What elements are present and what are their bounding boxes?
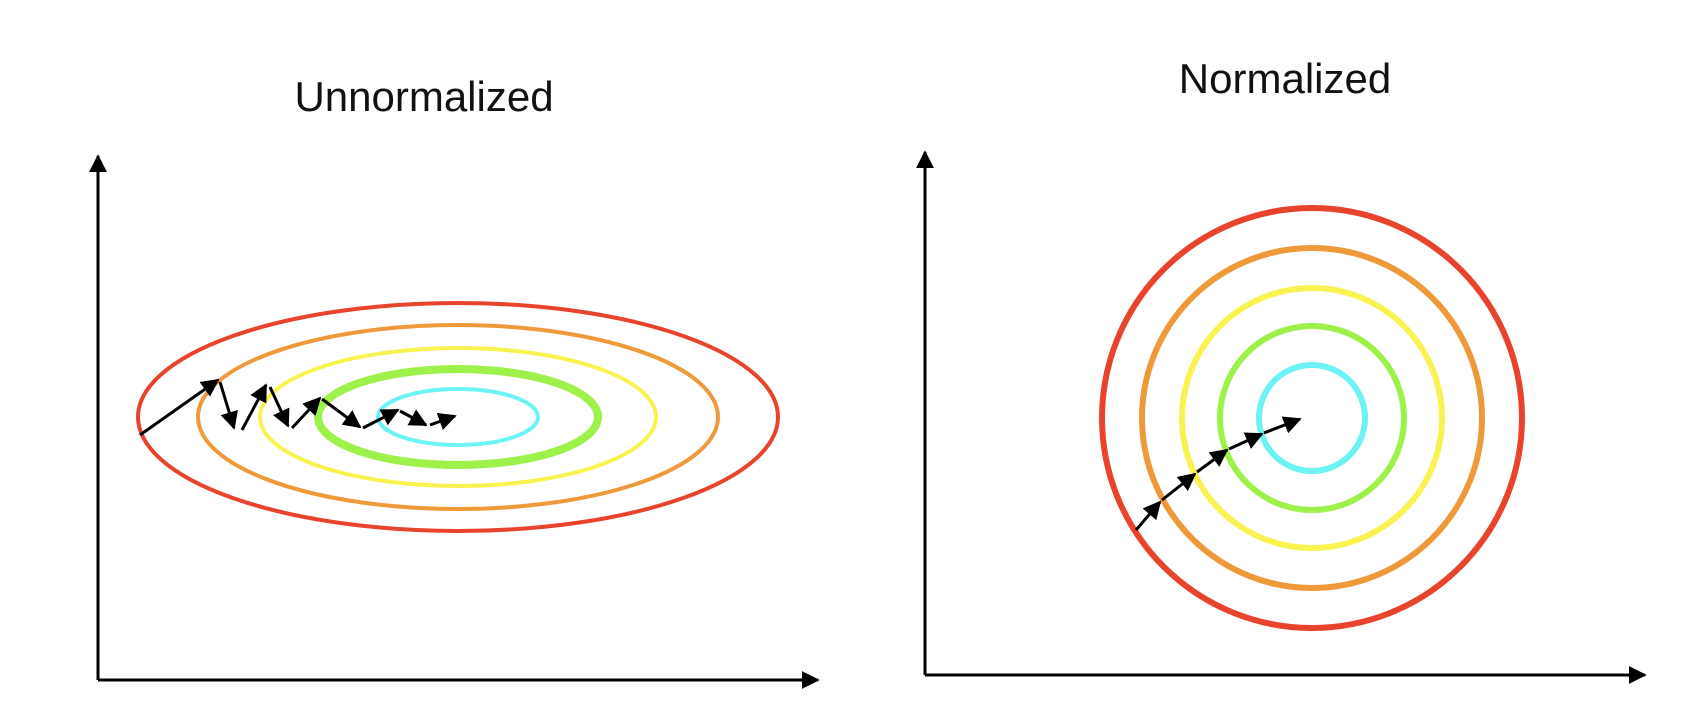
normalized-title: Normalized — [1178, 55, 1392, 102]
right-contour-red — [1099, 205, 1525, 631]
left-gradient-path — [139, 378, 457, 437]
left-step-3 — [240, 383, 268, 431]
normalized-panel — [916, 150, 1647, 684]
left-step-8 — [399, 409, 428, 427]
right-step-4 — [1228, 432, 1264, 451]
left-axes — [89, 154, 820, 689]
left-step-9 — [429, 413, 457, 430]
right-step-5 — [1263, 416, 1302, 435]
right-step-3 — [1196, 448, 1229, 474]
left-contour-red — [136, 301, 780, 533]
unnormalized-title: Unnormalized — [294, 73, 554, 120]
left-step-4 — [268, 386, 290, 428]
left-step-7 — [362, 408, 400, 430]
right-step-1 — [1134, 500, 1162, 531]
right-gradient-path — [1134, 416, 1302, 531]
right-contour-green — [1217, 323, 1407, 513]
left-step-1 — [139, 378, 220, 437]
right-contour-yellow — [1179, 285, 1445, 551]
right-axes — [916, 150, 1647, 684]
left-contour-cyan — [376, 387, 540, 447]
unnormalized-panel — [89, 154, 820, 689]
right-step-2 — [1161, 472, 1197, 502]
left-step-2 — [218, 381, 238, 430]
right-contour-orange — [1139, 245, 1485, 591]
left-step-5 — [290, 396, 322, 430]
left-contour-yellow — [258, 346, 658, 488]
left-contour-green — [314, 365, 602, 469]
right-contours — [1099, 205, 1525, 631]
left-contour-orange — [196, 323, 720, 511]
left-step-6 — [321, 397, 362, 429]
left-contours — [136, 301, 780, 533]
right-contour-cyan — [1256, 362, 1368, 474]
